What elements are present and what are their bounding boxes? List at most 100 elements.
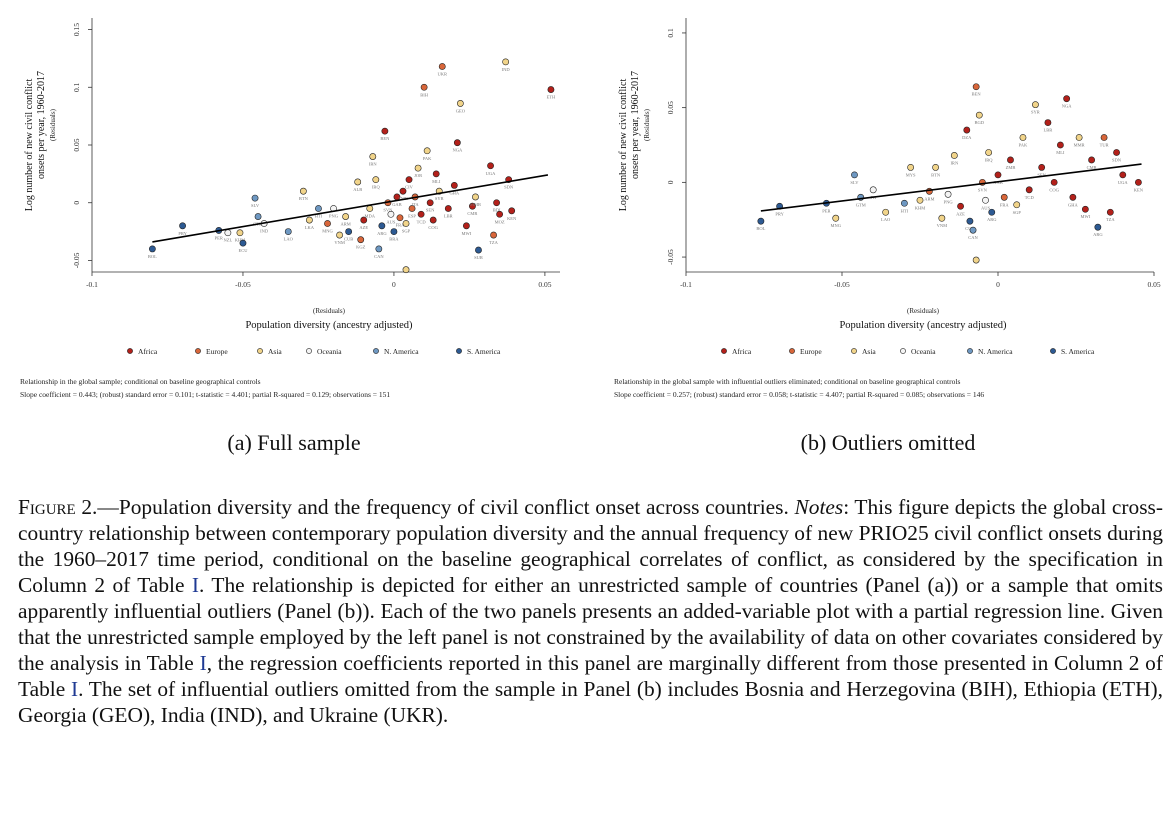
point-label: MOZ (495, 219, 505, 224)
point-label: ESP (408, 214, 416, 219)
data-point (366, 205, 374, 212)
x-axis-sublabel: (Residuals) (313, 307, 346, 315)
data-point (963, 126, 971, 134)
data-point (950, 152, 958, 159)
table-ref-link[interactable]: I (70, 677, 79, 701)
point-label: LAO (881, 217, 891, 222)
point-label: ARG (1093, 232, 1103, 237)
legend-label: Oceania (911, 347, 936, 356)
legend-marker (195, 348, 201, 354)
panel-b-note-line2: Slope coefficient = 0.257; (robust) stan… (614, 390, 985, 399)
panel-a: -0.1 -0.05 0 0.05 -0.05 0 0.05 0.1 0.15 (Residual… (0, 0, 588, 470)
legend-marker (306, 348, 312, 354)
figure-caption: Figure 2.—Population diversity and the f… (18, 494, 1163, 728)
data-point (900, 199, 908, 207)
point-label: PNG (944, 199, 954, 204)
data-point (444, 205, 452, 212)
point-label: FRA (396, 223, 406, 228)
y-tick-label: 0.15 (72, 23, 81, 36)
regression-line (760, 163, 1142, 212)
data-point (239, 239, 247, 247)
point-label: MMR (1074, 143, 1085, 148)
data-point (179, 222, 186, 230)
point-label: ARG (377, 231, 387, 236)
y-tick-label: 0.1 (666, 28, 675, 38)
data-point (966, 217, 974, 225)
point-label: COG (1049, 187, 1059, 192)
point-label: BGD (975, 120, 985, 125)
point-label: GTM (856, 202, 866, 207)
point-label: BEN (972, 92, 982, 97)
legend-marker (967, 348, 973, 354)
point-label: IRQ (985, 157, 994, 162)
legend-marker (456, 348, 462, 354)
point-label: NGA (1062, 104, 1072, 109)
point-label: MLI (432, 179, 441, 184)
y-axis-sublabel: (Residuals) (49, 108, 57, 141)
data-point (453, 139, 461, 147)
legend-marker (127, 348, 133, 354)
data-point (251, 194, 259, 202)
point-label: SGP (402, 229, 411, 234)
point-label: AZE (956, 211, 965, 216)
table-ref-link[interactable]: I (199, 651, 207, 675)
data-point (1063, 95, 1071, 103)
point-label: NGA (452, 148, 462, 153)
data-point (957, 202, 964, 210)
table-ref-link[interactable]: I (191, 573, 200, 597)
data-point (490, 231, 497, 239)
data-point (916, 196, 924, 204)
x-tick-label: -0.05 (834, 280, 850, 289)
point-label: CAN (968, 235, 978, 240)
point-label: KEN (507, 216, 517, 221)
point-label: BEN (380, 136, 390, 141)
point-label: MLI (1056, 150, 1065, 155)
data-point (988, 208, 996, 216)
point-label: SYR (1031, 110, 1040, 115)
data-point (254, 213, 262, 220)
point-label: SEN (426, 208, 435, 213)
legend-label: N. America (384, 347, 419, 356)
point-label: ARG (987, 217, 997, 222)
figure-title: —Population diversity and the frequency … (97, 495, 795, 519)
point-label: MNG (322, 229, 333, 234)
data-point (345, 228, 353, 235)
data-point (299, 187, 307, 195)
data-point (336, 231, 343, 239)
data-point (405, 176, 413, 184)
point-label: BDI (493, 208, 501, 213)
data-point (369, 153, 377, 160)
data-point (360, 216, 368, 224)
point-label: GAB (392, 202, 402, 207)
data-point (148, 245, 156, 253)
x-tick-label: 0 (392, 280, 396, 289)
data-point (1081, 205, 1089, 213)
point-label: HTI (901, 208, 909, 213)
point-label: ECU (238, 248, 248, 253)
data-point (869, 186, 877, 194)
point-label: BIH (420, 92, 429, 97)
data-point (982, 196, 989, 204)
data-point (1019, 134, 1027, 141)
data-point (354, 178, 362, 186)
point-label: BTN (299, 196, 309, 201)
point-label: BTN (931, 172, 941, 177)
data-point (1094, 223, 1102, 231)
point-label: BOL (756, 226, 765, 231)
legend-label: S. America (467, 347, 501, 356)
point-label: ARM (340, 222, 350, 227)
y-tick-label: -0.05 (666, 249, 675, 265)
point-label: SDN (1112, 157, 1122, 162)
data-point (342, 213, 350, 220)
scatter-plot-b: -0.1 -0.05 0 0.05 -0.05 0 0.05 0.1 (Residuals) Po… (618, 18, 1161, 356)
data-point (1135, 178, 1142, 186)
point-label: MNG (831, 223, 842, 228)
point-label: GEO (456, 108, 466, 113)
data-point (462, 222, 470, 230)
data-point (390, 228, 398, 235)
data-point (357, 236, 365, 244)
point-label: CUB (965, 226, 974, 231)
data-point (402, 220, 410, 227)
point-label: PRY (178, 231, 187, 236)
data-point (475, 246, 482, 254)
